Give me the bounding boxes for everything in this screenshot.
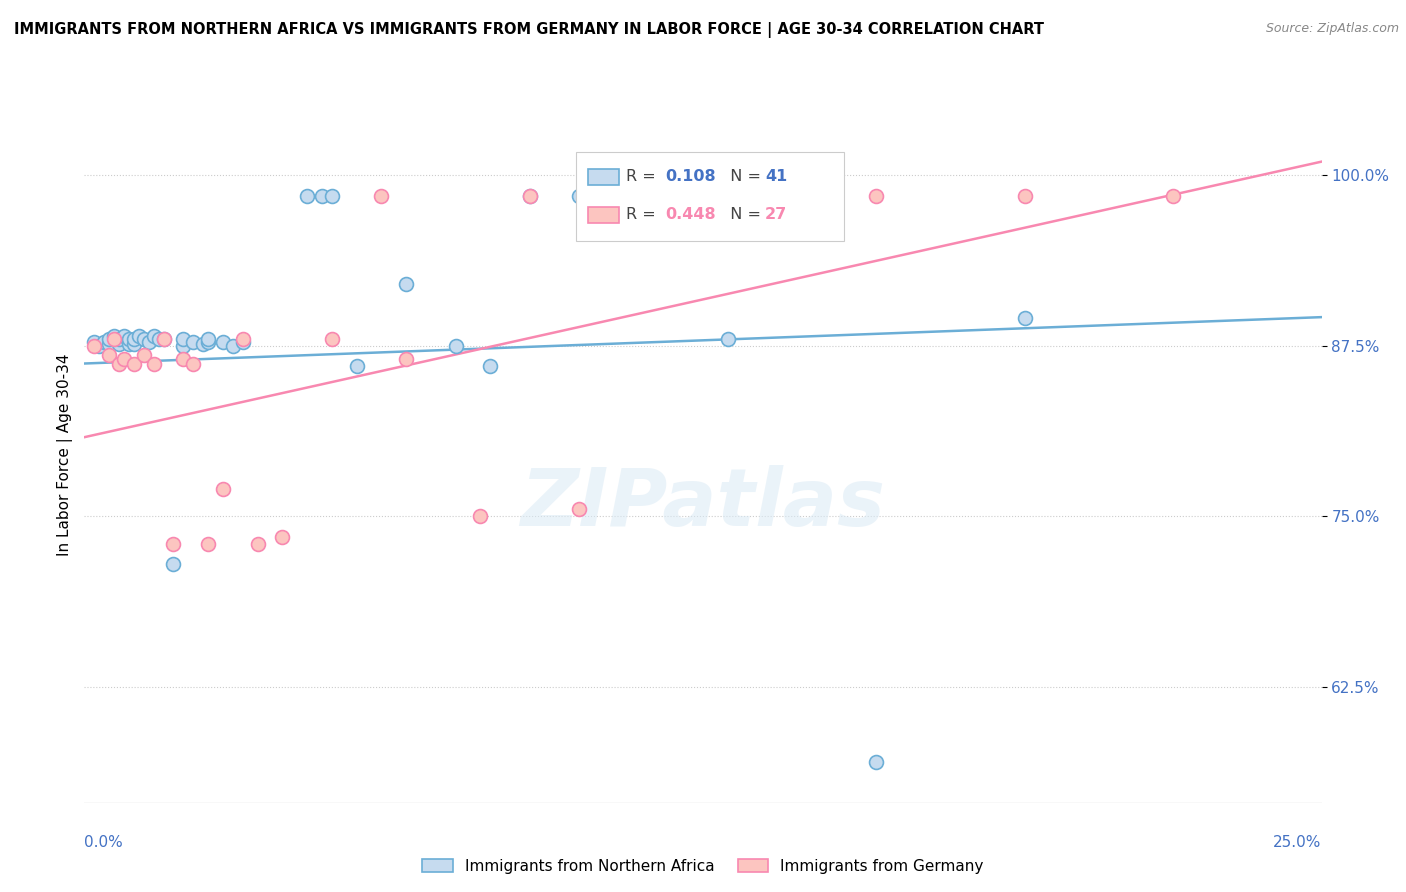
Point bbox=[395, 352, 418, 367]
Point bbox=[148, 332, 170, 346]
Point bbox=[142, 357, 165, 371]
Point bbox=[118, 337, 141, 351]
Point bbox=[108, 357, 131, 371]
Point bbox=[311, 188, 333, 202]
Point bbox=[172, 332, 194, 346]
Text: 0.108: 0.108 bbox=[665, 169, 716, 184]
Point bbox=[181, 334, 204, 349]
Point bbox=[717, 332, 740, 346]
Point bbox=[103, 332, 125, 346]
Point bbox=[112, 329, 135, 343]
Text: 0.0%: 0.0% bbox=[84, 836, 124, 850]
Point bbox=[122, 337, 145, 351]
Point bbox=[98, 348, 121, 362]
Point bbox=[172, 339, 194, 353]
Point bbox=[162, 536, 184, 550]
Text: R =: R = bbox=[626, 208, 661, 222]
Point bbox=[108, 337, 131, 351]
Text: 27: 27 bbox=[765, 208, 787, 222]
Point bbox=[108, 332, 131, 346]
Point bbox=[197, 332, 219, 346]
Text: IMMIGRANTS FROM NORTHERN AFRICA VS IMMIGRANTS FROM GERMANY IN LABOR FORCE | AGE : IMMIGRANTS FROM NORTHERN AFRICA VS IMMIG… bbox=[14, 22, 1045, 38]
Point bbox=[717, 188, 740, 202]
Point bbox=[865, 755, 887, 769]
Point bbox=[295, 188, 318, 202]
Point bbox=[172, 352, 194, 367]
Point bbox=[519, 188, 541, 202]
Point bbox=[83, 339, 105, 353]
Point bbox=[83, 334, 105, 349]
Text: R =: R = bbox=[626, 169, 661, 184]
Point bbox=[197, 536, 219, 550]
Text: ZIPatlas: ZIPatlas bbox=[520, 465, 886, 542]
Point bbox=[519, 188, 541, 202]
Point bbox=[321, 332, 343, 346]
Point bbox=[271, 530, 294, 544]
Point bbox=[1014, 188, 1036, 202]
Point bbox=[395, 277, 418, 292]
Point bbox=[132, 348, 155, 362]
Point bbox=[128, 329, 150, 343]
Point bbox=[112, 352, 135, 367]
Point bbox=[138, 334, 160, 349]
Point bbox=[222, 339, 245, 353]
Point bbox=[568, 188, 591, 202]
Point bbox=[122, 332, 145, 346]
Point bbox=[444, 339, 467, 353]
Point bbox=[142, 329, 165, 343]
Point bbox=[93, 334, 115, 349]
Text: N =: N = bbox=[720, 208, 766, 222]
Point bbox=[321, 188, 343, 202]
Point bbox=[152, 332, 174, 346]
Y-axis label: In Labor Force | Age 30-34: In Labor Force | Age 30-34 bbox=[58, 353, 73, 557]
Point bbox=[470, 509, 492, 524]
Point bbox=[118, 332, 141, 346]
Point bbox=[132, 332, 155, 346]
Point bbox=[212, 482, 235, 496]
Point bbox=[89, 339, 111, 353]
Point bbox=[246, 536, 269, 550]
Text: Source: ZipAtlas.com: Source: ZipAtlas.com bbox=[1265, 22, 1399, 36]
Point bbox=[212, 334, 235, 349]
Point bbox=[122, 357, 145, 371]
Point bbox=[98, 337, 121, 351]
Legend: Immigrants from Northern Africa, Immigrants from Germany: Immigrants from Northern Africa, Immigra… bbox=[416, 853, 990, 880]
Point bbox=[479, 359, 502, 374]
Point bbox=[370, 188, 392, 202]
Text: N =: N = bbox=[720, 169, 766, 184]
Point bbox=[865, 188, 887, 202]
Point bbox=[181, 357, 204, 371]
Point bbox=[232, 334, 254, 349]
Point bbox=[103, 329, 125, 343]
Point bbox=[232, 332, 254, 346]
Point bbox=[568, 502, 591, 516]
Point bbox=[152, 332, 174, 346]
Text: 41: 41 bbox=[765, 169, 787, 184]
Point bbox=[1161, 188, 1184, 202]
Point bbox=[98, 332, 121, 346]
Text: 25.0%: 25.0% bbox=[1274, 836, 1322, 850]
Point bbox=[197, 334, 219, 349]
Point bbox=[162, 557, 184, 571]
Point bbox=[346, 359, 368, 374]
Point bbox=[191, 337, 214, 351]
Text: 0.448: 0.448 bbox=[665, 208, 716, 222]
Point bbox=[1014, 311, 1036, 326]
